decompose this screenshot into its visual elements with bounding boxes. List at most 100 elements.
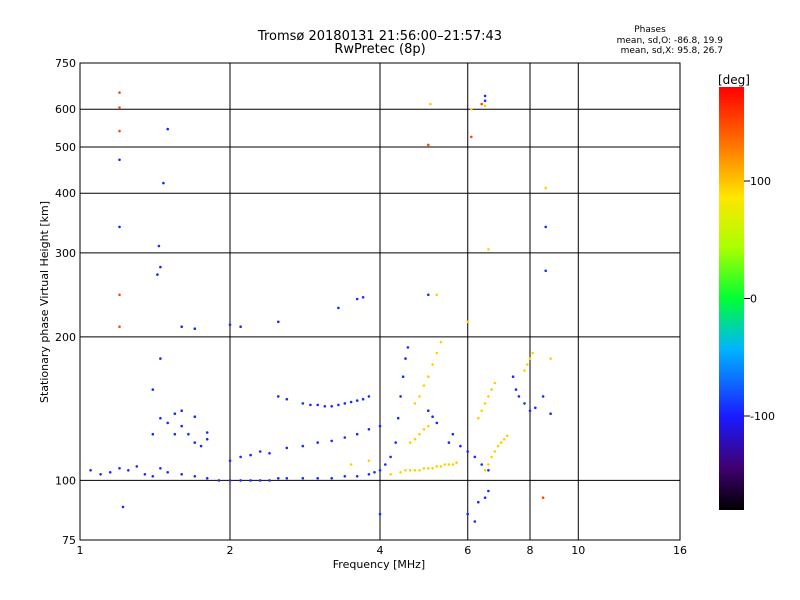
data-point xyxy=(483,402,487,405)
data-point xyxy=(431,415,434,419)
colorbar-tick-label: 100 xyxy=(750,175,771,188)
data-point xyxy=(343,402,347,405)
data-point xyxy=(389,455,392,459)
data-point xyxy=(399,471,402,474)
data-point xyxy=(526,363,529,366)
data-point xyxy=(483,104,487,108)
colorbar-tick-label: -100 xyxy=(750,410,775,423)
data-point xyxy=(193,475,197,478)
data-point xyxy=(173,432,177,436)
y-tick-label: 300 xyxy=(55,247,76,260)
data-point xyxy=(427,293,430,297)
data-point xyxy=(135,465,139,468)
data-point xyxy=(490,455,493,459)
data-point xyxy=(118,467,121,470)
x-tick-label: 8 xyxy=(527,544,534,557)
data-point xyxy=(199,444,203,448)
data-point xyxy=(127,469,130,472)
data-point xyxy=(205,437,209,441)
data-point xyxy=(108,471,112,474)
data-point xyxy=(180,325,183,329)
data-point xyxy=(431,467,434,470)
data-point xyxy=(549,412,552,416)
data-point xyxy=(396,416,400,420)
y-axis-label: Stationary phase Virtual Height [km] xyxy=(38,201,51,403)
data-point xyxy=(384,463,387,466)
data-point xyxy=(431,363,434,366)
data-point xyxy=(118,129,121,133)
data-point xyxy=(487,469,490,472)
colorbar: [deg] 100 0 -100 xyxy=(718,73,775,510)
data-point xyxy=(466,450,470,453)
data-point xyxy=(394,441,398,444)
data-point xyxy=(162,181,165,185)
data-point xyxy=(473,520,477,523)
data-point xyxy=(447,463,451,466)
data-point xyxy=(427,424,430,428)
data-point xyxy=(534,406,537,410)
data-point xyxy=(228,479,232,482)
data-point xyxy=(480,409,484,413)
data-point xyxy=(435,293,439,297)
data-point xyxy=(399,395,402,398)
data-point xyxy=(349,400,353,404)
colorbar-tick-label: 0 xyxy=(750,293,757,306)
data-point xyxy=(473,455,477,459)
x-tick-label: 6 xyxy=(464,544,471,557)
data-point xyxy=(193,327,197,331)
data-point xyxy=(367,428,371,431)
data-point xyxy=(523,402,526,405)
data-point xyxy=(466,320,470,324)
colorbar-ticks: 100 0 -100 xyxy=(744,175,775,423)
data-point xyxy=(355,432,359,436)
data-point xyxy=(493,381,497,385)
y-tick-label: 750 xyxy=(55,57,76,70)
data-point xyxy=(187,432,190,436)
data-point xyxy=(285,397,289,401)
data-point xyxy=(156,273,159,276)
data-point xyxy=(541,496,545,500)
x-tick-label: 1 xyxy=(77,544,84,557)
colorbar-label: [deg] xyxy=(718,73,750,87)
data-point xyxy=(316,441,320,444)
data-point xyxy=(408,441,412,444)
data-point xyxy=(422,467,426,470)
data-point xyxy=(258,479,262,482)
data-point xyxy=(239,455,242,459)
data-point xyxy=(496,444,500,448)
data-point xyxy=(277,320,280,324)
data-point xyxy=(205,431,209,434)
data-point xyxy=(483,469,487,472)
y-tick-label: 500 xyxy=(55,141,76,154)
y-tick-label: 100 xyxy=(55,474,76,487)
data-point xyxy=(159,265,162,269)
data-point xyxy=(118,325,121,329)
data-point xyxy=(427,467,430,470)
data-point xyxy=(355,297,359,301)
data-point xyxy=(143,473,147,476)
chart-subtitle: RwPretec (8p) xyxy=(334,42,425,57)
data-point xyxy=(367,473,371,476)
data-point xyxy=(330,405,334,408)
data-point xyxy=(157,244,161,248)
data-point xyxy=(361,296,365,299)
data-point xyxy=(505,434,509,438)
data-point xyxy=(447,441,451,444)
x-axis-label: Frequency [MHz] xyxy=(333,558,425,571)
y-tick-label: 400 xyxy=(55,187,76,200)
phase-stats: Phases mean, sd,O: -86.8, 19.9 mean, sd,… xyxy=(617,25,724,56)
data-point xyxy=(249,479,252,482)
data-point xyxy=(459,444,462,448)
data-point xyxy=(159,467,162,470)
x-tick-label: 2 xyxy=(227,544,234,557)
phase-stats-header: Phases xyxy=(634,25,666,35)
data-point xyxy=(413,402,417,405)
x-tick-label: 4 xyxy=(377,544,384,557)
data-point xyxy=(343,475,347,478)
chart-header: Tromsø 20180131 21:56:00–21:57:43 RwPret… xyxy=(257,29,502,57)
data-point xyxy=(435,421,439,425)
data-point xyxy=(487,248,490,251)
data-point xyxy=(330,477,334,480)
data-point xyxy=(373,471,376,474)
